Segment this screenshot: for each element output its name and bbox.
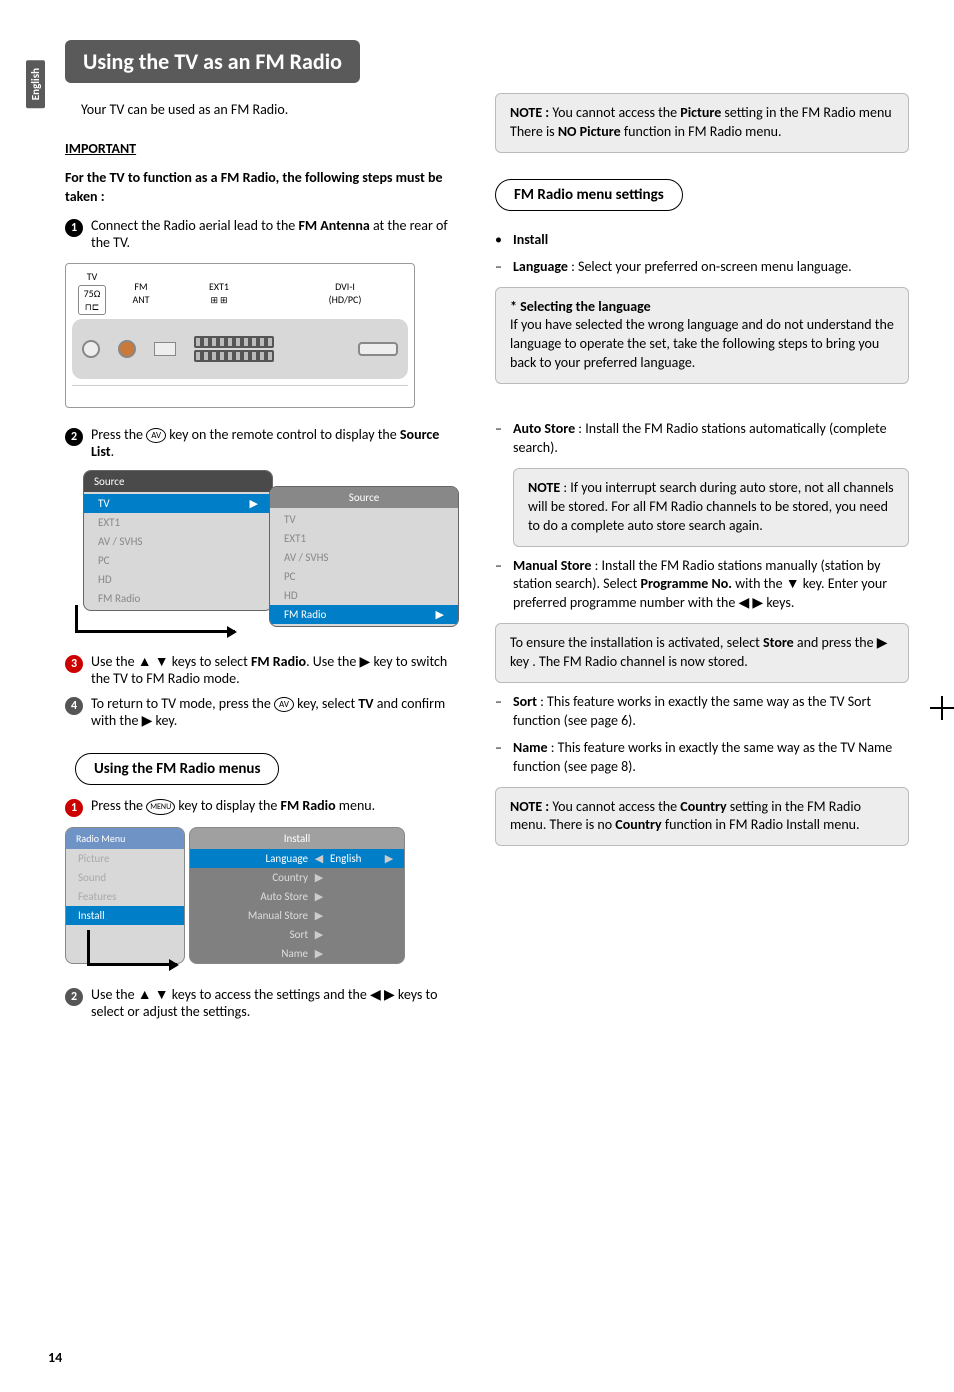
- av-key-icon-2: AV: [274, 697, 294, 712]
- row-name: Name▶: [190, 944, 404, 963]
- osd2-pc: PC: [270, 567, 458, 586]
- osd2-tv: TV: [270, 510, 458, 529]
- manualstore-item: –Manual Store : Install the FM Radio sta…: [495, 557, 909, 614]
- step-3: 3 Use the ▲ ▼ keys to select FM Radio. U…: [65, 653, 465, 687]
- step2-b: key on the remote control to display the: [166, 426, 400, 443]
- step-num-2: 2: [65, 428, 83, 446]
- fm-port-icon: [118, 340, 136, 358]
- step2-a: Press the: [91, 426, 146, 443]
- osd-item-hd: HD: [84, 570, 272, 589]
- return-arrow-icon: [75, 605, 235, 633]
- connector-diagram: TV 75Ω ⊓⊏ FM ANT EXT1 ⊞ ⊞ DVI-I (HD/PC): [65, 263, 415, 408]
- scart-top-icon: [194, 336, 274, 348]
- side-features: Features: [66, 887, 184, 906]
- left-column: Your TV can be used as an FM Radio. IMPO…: [65, 101, 465, 1028]
- mstep2-body: Use the ▲ ▼ keys to access the settings …: [91, 986, 465, 1020]
- osd2-avsvhs: AV / SVHS: [270, 548, 458, 567]
- osd-item-pc: PC: [84, 551, 272, 570]
- step4-b: key, select: [294, 695, 358, 712]
- mstep1-d: menu.: [336, 797, 376, 814]
- page-title: Using the TV as an FM Radio: [65, 40, 360, 83]
- scart-bottom-icon: [194, 350, 274, 362]
- step-1: 1 Connect the Radio aerial lead to the F…: [65, 217, 465, 251]
- name-item: –Name : This feature works in exactly th…: [495, 739, 909, 777]
- conn-ant: ANT: [132, 293, 149, 306]
- important-body: For the TV to function as a FM Radio, th…: [65, 169, 465, 207]
- page-number: 14: [48, 1349, 62, 1366]
- registration-mark-icon: [930, 696, 954, 720]
- menu-key-icon: MENU: [146, 799, 175, 815]
- step-num-1: 1: [65, 219, 83, 237]
- source-osd-pair: Source TV▶ EXT1 AV / SVHS PC HD FM Radio…: [65, 470, 465, 627]
- conn-dvi: DVI-I: [335, 280, 355, 293]
- side-picture: Picture: [66, 849, 184, 868]
- menu-step-num-1: 1: [65, 799, 83, 817]
- menu-step-1: 1 Press the MENU key to display the FM R…: [65, 797, 465, 817]
- step1-text-b: FM Antenna: [298, 217, 369, 234]
- rf-port-icon: [82, 340, 100, 358]
- step-2: 2 Press the AV key on the remote control…: [65, 426, 465, 460]
- row-language: Language ◀ English ▶: [190, 849, 404, 868]
- sort-item: –Sort : This feature works in exactly th…: [495, 693, 909, 731]
- row-autostore: Auto Store▶: [190, 887, 404, 906]
- radio-menu-osd: Radio Menu Picture Sound Features Instal…: [65, 827, 405, 964]
- note-manualstore: To ensure the installation is activated,…: [495, 623, 909, 683]
- osd2-ext1: EXT1: [270, 529, 458, 548]
- menu-step-2: 2 Use the ▲ ▼ keys to access the setting…: [65, 986, 465, 1020]
- mstep1-b: key to display the: [175, 797, 280, 814]
- small-port-icon: [154, 342, 176, 356]
- row-sort: Sort▶: [190, 925, 404, 944]
- note-language: * Selecting the language If you have sel…: [495, 287, 909, 385]
- note-autostore: NOTE : If you interrupt search during au…: [513, 468, 909, 547]
- step-num-4: 4: [65, 697, 83, 715]
- mstep1-a: Press the: [91, 797, 146, 814]
- osd-item-ext1: EXT1: [84, 513, 272, 532]
- osd-item-avsvhs: AV / SVHS: [84, 532, 272, 551]
- language-item: –Language : Select your preferred on-scr…: [495, 258, 909, 277]
- side-sound: Sound: [66, 868, 184, 887]
- step3-a: Use the ▲ ▼ keys to select: [91, 653, 251, 670]
- step-4: 4 To return to TV mode, press the AV key…: [65, 695, 465, 729]
- language-tab: English: [26, 60, 45, 108]
- using-fm-menus-heading: Using the FM Radio menus: [75, 753, 279, 785]
- conn-ext1: EXT1: [209, 280, 229, 293]
- step4-c: TV: [358, 695, 373, 712]
- source-osd-header-1: Source: [84, 471, 272, 492]
- radio-side-header: Radio Menu: [66, 828, 184, 849]
- conn-fm: FM: [134, 280, 147, 293]
- conn-tv-label: TV: [78, 270, 106, 283]
- return-arrow-icon-2: [87, 930, 177, 966]
- install-bullet: •Install: [495, 231, 909, 250]
- source-osd-header-2: Source: [270, 487, 458, 508]
- fm-settings-heading: FM Radio menu settings: [495, 179, 683, 211]
- step-num-3: 3: [65, 655, 83, 673]
- step1-text-a: Connect the Radio aerial lead to the: [91, 217, 298, 234]
- note-picture: NOTE : You cannot access the Picture set…: [495, 93, 909, 153]
- autostore-item: –Auto Store : Install the FM Radio stati…: [495, 420, 909, 458]
- menu-step-num-2: 2: [65, 988, 83, 1006]
- conn-ohm: 75Ω: [84, 287, 101, 300]
- osd-item-tv: TV▶: [84, 494, 272, 513]
- row-manualstore: Manual Store▶: [190, 906, 404, 925]
- dvi-port-icon: [358, 342, 398, 356]
- step3-b: FM Radio: [251, 653, 306, 670]
- mstep1-c: FM Radio: [281, 797, 336, 814]
- av-key-icon: AV: [146, 428, 166, 443]
- conn-hdpc: (HD/PC): [329, 293, 362, 306]
- step4-a: To return to TV mode, press the: [91, 695, 274, 712]
- important-heading: IMPORTANT: [65, 140, 465, 159]
- radio-main-header: Install: [190, 828, 404, 849]
- right-column: NOTE : You cannot access the Picture set…: [495, 83, 909, 1028]
- osd2-fmradio: FM Radio▶: [270, 605, 458, 624]
- note-country: NOTE : You cannot access the Country set…: [495, 787, 909, 847]
- intro-text: Your TV can be used as an FM Radio.: [81, 101, 465, 120]
- osd2-hd: HD: [270, 586, 458, 605]
- row-country: Country▶: [190, 868, 404, 887]
- side-install: Install: [66, 906, 184, 925]
